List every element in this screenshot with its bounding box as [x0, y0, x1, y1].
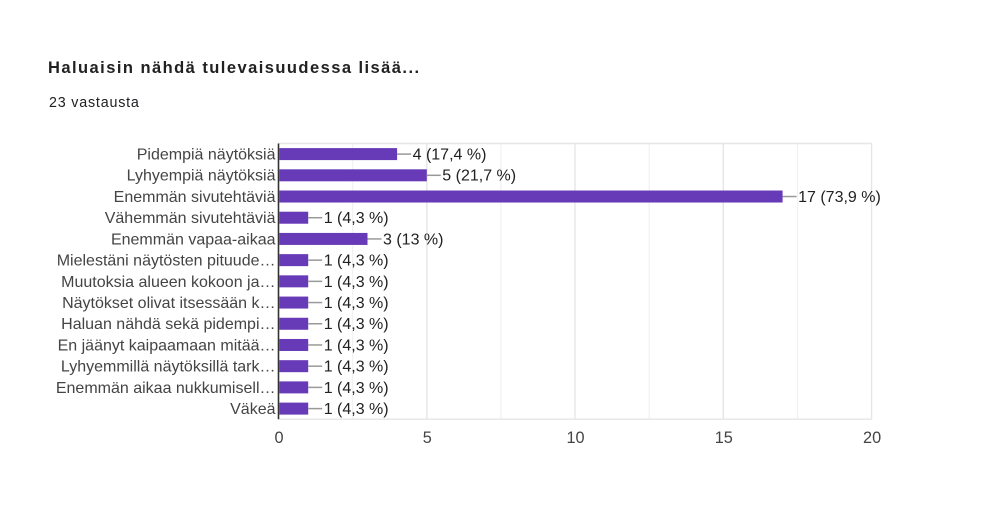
svg-text:17 (73,9 %): 17 (73,9 %) — [798, 189, 881, 206]
svg-text:20: 20 — [863, 429, 881, 447]
svg-text:1 (4,3 %): 1 (4,3 %) — [324, 295, 389, 312]
svg-text:Enemmän aikaa nukkumisell…: Enemmän aikaa nukkumisell… — [56, 380, 276, 397]
svg-text:En jäänyt kaipaamaan mitää…: En jäänyt kaipaamaan mitää… — [58, 337, 276, 354]
svg-text:0: 0 — [274, 429, 283, 447]
svg-text:5: 5 — [423, 429, 432, 447]
svg-text:10: 10 — [566, 429, 584, 447]
svg-text:Muutoksia alueen kokoon ja…: Muutoksia alueen kokoon ja… — [61, 274, 275, 291]
svg-text:Lyhyemmillä näytöksillä tark…: Lyhyemmillä näytöksillä tark… — [61, 359, 276, 376]
svg-text:1 (4,3 %): 1 (4,3 %) — [324, 210, 389, 227]
svg-text:5 (21,7 %): 5 (21,7 %) — [442, 168, 516, 185]
svg-text:4 (17,4 %): 4 (17,4 %) — [413, 147, 487, 164]
svg-text:1 (4,3 %): 1 (4,3 %) — [324, 253, 389, 270]
svg-text:Väkeä: Väkeä — [230, 401, 275, 418]
svg-text:Mielestäni näytösten pituude…: Mielestäni näytösten pituude… — [57, 253, 276, 270]
svg-text:Enemmän sivutehtäviä: Enemmän sivutehtäviä — [114, 189, 276, 206]
svg-text:Pidempiä näytöksiä: Pidempiä näytöksiä — [137, 147, 276, 164]
svg-text:3 (13 %): 3 (13 %) — [383, 231, 443, 248]
svg-text:15: 15 — [715, 429, 733, 447]
svg-text:Näytökset olivat itsessään k…: Näytökset olivat itsessään k… — [62, 295, 275, 312]
svg-text:1 (4,3 %): 1 (4,3 %) — [324, 274, 389, 291]
svg-text:Vähemmän sivutehtäviä: Vähemmän sivutehtäviä — [105, 210, 276, 227]
svg-text:Lyhyempiä näytöksiä: Lyhyempiä näytöksiä — [127, 168, 276, 185]
svg-text:Enemmän vapaa-aikaa: Enemmän vapaa-aikaa — [111, 231, 276, 248]
svg-text:1 (4,3 %): 1 (4,3 %) — [324, 337, 389, 354]
svg-text:1 (4,3 %): 1 (4,3 %) — [324, 316, 389, 333]
svg-text:1 (4,3 %): 1 (4,3 %) — [324, 401, 389, 418]
svg-text:Haluan nähdä sekä pidempi…: Haluan nähdä sekä pidempi… — [61, 316, 275, 333]
svg-text:1 (4,3 %): 1 (4,3 %) — [324, 380, 389, 397]
svg-text:1 (4,3 %): 1 (4,3 %) — [324, 359, 389, 376]
